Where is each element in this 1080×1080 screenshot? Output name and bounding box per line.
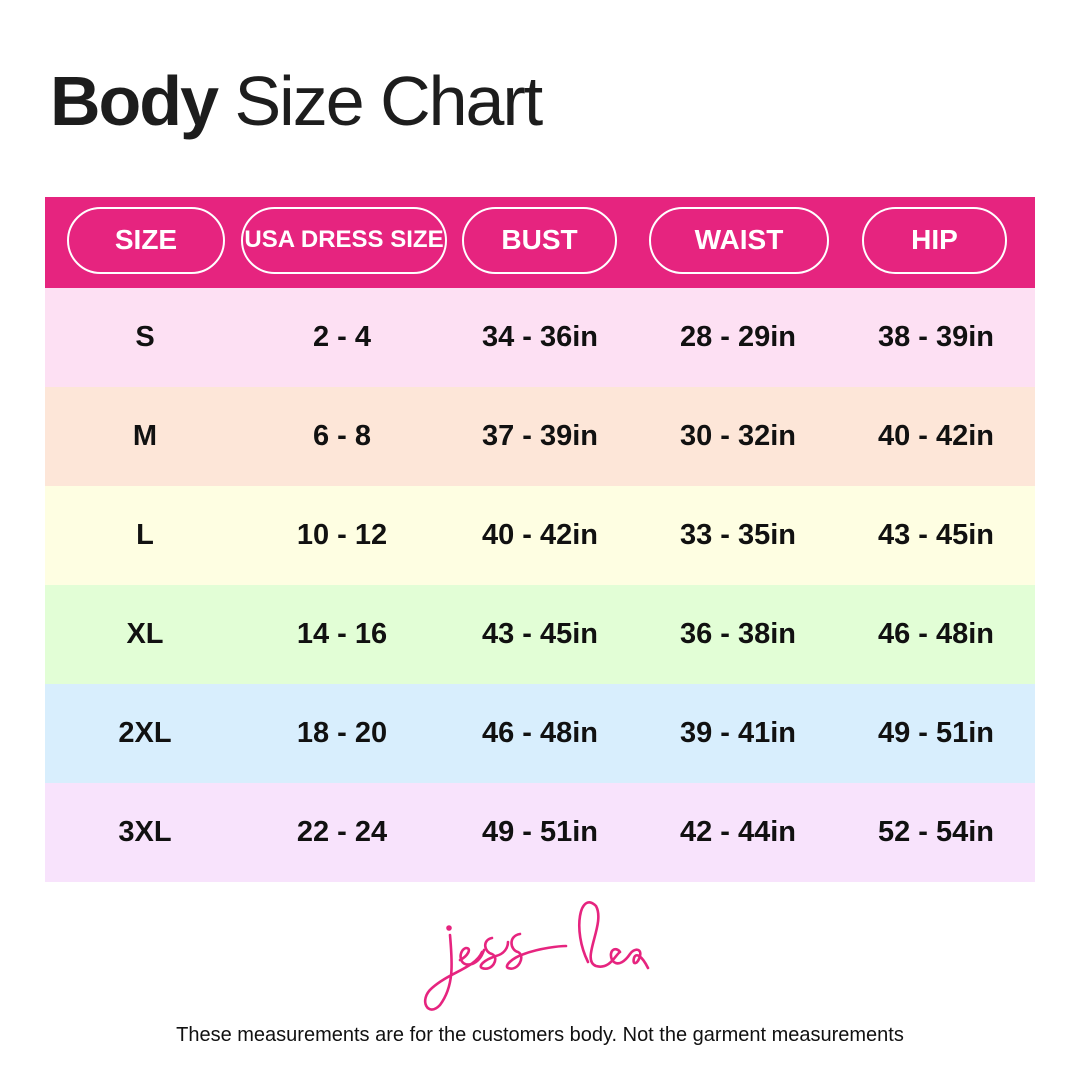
table-row: M 6 - 8 37 - 39in 30 - 32in 40 - 42in [45, 387, 1035, 486]
table-row: 2XL 18 - 20 46 - 48in 39 - 41in 49 - 51in [45, 684, 1035, 783]
table-header: SIZE USA DRESS SIZE BUST WAIST HIP [45, 197, 1035, 288]
column-header-usa-dress-size: USA DRESS SIZE [241, 207, 447, 274]
cell-bust: 40 - 42in [481, 519, 599, 551]
cell-hip: 40 - 42in [877, 420, 995, 452]
cell-waist: 30 - 32in [679, 420, 797, 452]
cell-bust: 43 - 45in [481, 618, 599, 650]
cell-usa-dress-size: 6 - 8 [312, 420, 372, 452]
cell-usa-dress-size: 14 - 16 [296, 618, 388, 650]
jess-lea-logo [423, 901, 650, 1011]
column-header-bust: BUST [462, 207, 617, 274]
column-header-size: SIZE [67, 207, 225, 274]
cell-hip: 43 - 45in [877, 519, 995, 551]
cell-waist: 39 - 41in [679, 717, 797, 749]
cell-waist: 42 - 44in [679, 816, 797, 848]
cell-size: L [136, 519, 154, 551]
table-body: S 2 - 4 34 - 36in 28 - 29in 38 - 39in M 6 - 8 3… [45, 288, 1035, 882]
column-header-waist: WAIST [649, 207, 829, 274]
title-regular: Size Chart [234, 62, 543, 140]
cell-size: M [132, 420, 158, 452]
cell-hip: 38 - 39in [877, 321, 995, 353]
cell-waist: 33 - 35in [679, 519, 797, 551]
table-row: XL 14 - 16 43 - 45in 36 - 38in 46 - 48in [45, 585, 1035, 684]
footnote: These measurements are for the customers… [176, 1024, 904, 1046]
cell-bust: 46 - 48in [481, 717, 599, 749]
cell-usa-dress-size: 2 - 4 [312, 321, 372, 353]
cell-size: 3XL [118, 816, 172, 848]
cell-waist: 28 - 29in [679, 321, 797, 353]
cell-bust: 49 - 51in [481, 816, 599, 848]
cell-hip: 46 - 48in [877, 618, 995, 650]
cell-usa-dress-size: 10 - 12 [296, 519, 388, 551]
cell-size: S [135, 321, 155, 353]
column-header-hip: HIP [862, 207, 1007, 274]
cell-hip: 49 - 51in [877, 717, 995, 749]
cell-size: 2XL [118, 717, 172, 749]
page-title: Body Size Chart [50, 66, 543, 136]
cell-bust: 34 - 36in [481, 321, 599, 353]
cell-usa-dress-size: 22 - 24 [296, 816, 388, 848]
size-table: SIZE USA DRESS SIZE BUST WAIST HIP S 2 - … [45, 197, 1035, 882]
cell-bust: 37 - 39in [481, 420, 599, 452]
table-row: L 10 - 12 40 - 42in 33 - 35in 43 - 45in [45, 486, 1035, 585]
title-bold: Body [50, 62, 219, 140]
cell-size: XL [126, 618, 164, 650]
cell-usa-dress-size: 18 - 20 [296, 717, 388, 749]
table-row: 3XL 22 - 24 49 - 51in 42 - 44in 52 - 54in [45, 783, 1035, 882]
cell-hip: 52 - 54in [877, 816, 995, 848]
table-row: S 2 - 4 34 - 36in 28 - 29in 38 - 39in [45, 288, 1035, 387]
cell-waist: 36 - 38in [679, 618, 797, 650]
